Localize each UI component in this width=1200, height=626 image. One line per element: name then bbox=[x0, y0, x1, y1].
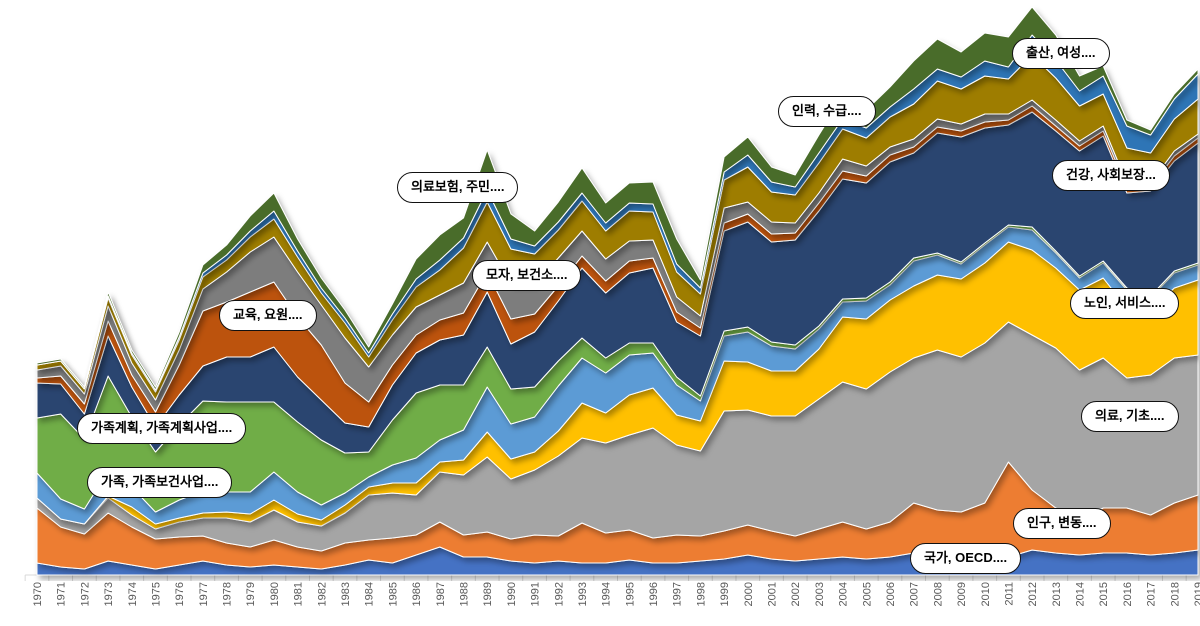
x-axis-label: 2016 bbox=[1122, 582, 1134, 606]
x-axis-label: 1970 bbox=[32, 582, 44, 606]
x-axis-label: 1975 bbox=[150, 582, 162, 606]
x-axis-label: 2004 bbox=[838, 582, 850, 606]
callout-family-health-program[interactable]: 가족, 가족보건사업.... bbox=[87, 467, 233, 498]
x-axis-tick-labels: 1970 1971 1972 1973 1974 1975 1976 1977 1978 1979… bbox=[32, 582, 1200, 606]
x-axis-label: 2005 bbox=[861, 582, 873, 606]
x-axis-label: 1979 bbox=[245, 582, 257, 606]
callout-health-social-security[interactable]: 건강, 사회보장... bbox=[1052, 160, 1170, 191]
x-axis-label: 1999 bbox=[719, 582, 731, 606]
x-axis-label: 1996 bbox=[648, 582, 660, 606]
x-axis-label: 2000 bbox=[743, 582, 755, 606]
x-axis-label: 1997 bbox=[672, 582, 684, 606]
x-axis-label: 2019 bbox=[1193, 582, 1200, 606]
callout-population-change[interactable]: 인구, 변동.... bbox=[1013, 508, 1111, 539]
callout-education-personnel[interactable]: 교육, 요원.... bbox=[219, 300, 317, 331]
x-axis-label: 2015 bbox=[1098, 582, 1110, 606]
callout-elderly-services[interactable]: 노인, 서비스.... bbox=[1070, 288, 1180, 319]
x-axis-label: 1981 bbox=[293, 582, 305, 606]
chart-series-areas bbox=[36, 6, 1199, 576]
x-axis-label: 1993 bbox=[577, 582, 589, 606]
x-axis-label: 2003 bbox=[814, 582, 826, 606]
x-axis-label: 1987 bbox=[435, 582, 447, 606]
x-axis bbox=[24, 574, 1198, 581]
callout-medical-basic[interactable]: 의료, 기초.... bbox=[1081, 401, 1179, 432]
x-axis-label: 1992 bbox=[553, 582, 565, 606]
x-axis-label: 2009 bbox=[956, 582, 968, 606]
x-axis-label: 2011 bbox=[1003, 582, 1015, 606]
x-axis-label: 1990 bbox=[506, 582, 518, 606]
x-axis-label: 1972 bbox=[79, 582, 91, 606]
x-axis-label: 1983 bbox=[340, 582, 352, 606]
x-axis-label: 1971 bbox=[56, 582, 68, 606]
callout-mother-child-center[interactable]: 모자, 보건소.... bbox=[472, 260, 582, 291]
x-axis-label: 2001 bbox=[767, 582, 779, 606]
x-axis-label: 2008 bbox=[932, 582, 944, 606]
x-axis-label: 1991 bbox=[530, 582, 542, 606]
x-axis-label: 1973 bbox=[103, 582, 115, 606]
x-axis-label: 1986 bbox=[411, 582, 423, 606]
x-axis-label: 2010 bbox=[980, 582, 992, 606]
x-axis-label: 2012 bbox=[1027, 582, 1039, 606]
x-axis-label: 1982 bbox=[316, 582, 328, 606]
x-axis-label: 1984 bbox=[364, 582, 376, 606]
x-axis-label: 1995 bbox=[624, 582, 636, 606]
callout-birth-women[interactable]: 출산, 여성.... bbox=[1012, 38, 1110, 69]
x-axis-label: 1978 bbox=[222, 582, 234, 606]
x-axis-label: 1974 bbox=[127, 582, 139, 606]
x-axis-label: 1980 bbox=[269, 582, 281, 606]
x-axis-label: 1985 bbox=[387, 582, 399, 606]
x-axis-label: 2006 bbox=[885, 582, 897, 606]
callout-manpower-supply[interactable]: 인력, 수급.... bbox=[778, 96, 876, 127]
x-axis-label: 2014 bbox=[1075, 582, 1087, 606]
x-axis-label: 1976 bbox=[174, 582, 186, 606]
x-axis-label: 2018 bbox=[1169, 582, 1181, 606]
x-axis-label: 1994 bbox=[601, 582, 613, 606]
x-axis-label: 2002 bbox=[790, 582, 802, 606]
x-axis-label: 2007 bbox=[909, 582, 921, 606]
callout-family-planning[interactable]: 가족계획, 가족계획사업.... bbox=[77, 413, 247, 444]
x-axis-label: 1977 bbox=[198, 582, 210, 606]
x-axis-label: 1989 bbox=[482, 582, 494, 606]
x-axis-label: 1988 bbox=[458, 582, 470, 606]
x-axis-label: 2013 bbox=[1051, 582, 1063, 606]
area-series bbox=[36, 6, 1199, 391]
x-axis-label: 2017 bbox=[1146, 582, 1158, 606]
callout-nation-oecd[interactable]: 국가, OECD.... bbox=[910, 543, 1022, 574]
x-axis-label: 1998 bbox=[695, 582, 707, 606]
callout-medical-insurance[interactable]: 의료보험, 주민.... bbox=[397, 172, 519, 203]
